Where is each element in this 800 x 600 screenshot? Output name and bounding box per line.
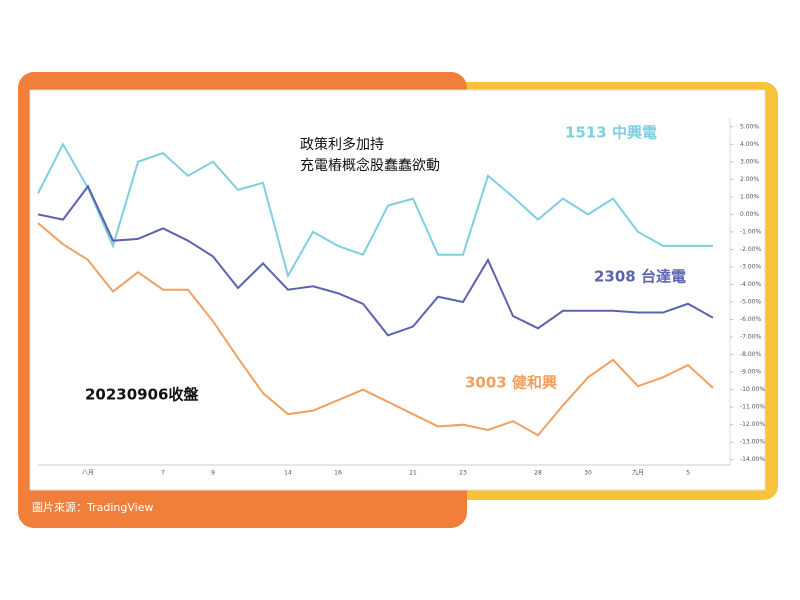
y-tick-label: -2.00%: [740, 246, 762, 253]
y-tick-label: -5.00%: [740, 299, 762, 306]
x-tick-label: 9: [211, 470, 215, 477]
x-tick-label: 7: [161, 470, 165, 477]
y-tick-label: -6.00%: [740, 316, 762, 323]
x-tick-label: 30: [584, 470, 592, 477]
annotation: 政策利多加持: [300, 136, 384, 153]
series-label: 1513 中興電: [565, 124, 657, 142]
y-tick-label: 2.00%: [740, 176, 759, 183]
x-tick-label: 14: [284, 470, 292, 477]
y-tick-label: -3.00%: [740, 263, 762, 270]
y-tick-label: -11.00%: [740, 404, 765, 411]
y-tick-label: -1.00%: [740, 228, 762, 235]
y-tick-label: -12.00%: [740, 421, 765, 428]
y-tick-label: -9.00%: [740, 369, 762, 376]
series-label: 3003 健和興: [465, 374, 557, 392]
y-tick-label: -14.00%: [740, 456, 765, 463]
date-note: 20230906收盤: [85, 386, 199, 404]
y-tick-label: 3.00%: [740, 158, 759, 165]
x-tick-label: 28: [534, 470, 542, 477]
series-label: 2308 台達電: [594, 268, 686, 286]
chart-panel: [29, 89, 766, 491]
series-line: [37, 184, 714, 337]
x-tick-label: 23: [459, 470, 467, 477]
x-tick-label: 16: [334, 470, 342, 477]
x-tick-label: 21: [409, 470, 417, 477]
series-line: [37, 222, 714, 437]
y-tick-label: 1.00%: [740, 193, 759, 200]
y-tick-label: -4.00%: [740, 281, 762, 288]
y-tick-label: 0.00%: [740, 211, 759, 218]
y-tick-label: 4.00%: [740, 141, 759, 148]
y-tick-label: -13.00%: [740, 439, 765, 446]
source: 圖片來源：TradingView: [32, 500, 153, 514]
y-tick-label: -7.00%: [740, 334, 762, 341]
annotation: 充電樁概念股蠢蠢欲動: [300, 157, 440, 174]
x-tick-label: 八月: [82, 470, 94, 477]
series-line: [37, 142, 713, 279]
y-tick-label: -10.00%: [740, 386, 765, 393]
y-tick-label: 5.00%: [740, 123, 759, 130]
y-tick-label: -8.00%: [740, 351, 762, 358]
x-tick-label: 5: [686, 470, 690, 477]
x-tick-label: 九月: [632, 469, 644, 477]
